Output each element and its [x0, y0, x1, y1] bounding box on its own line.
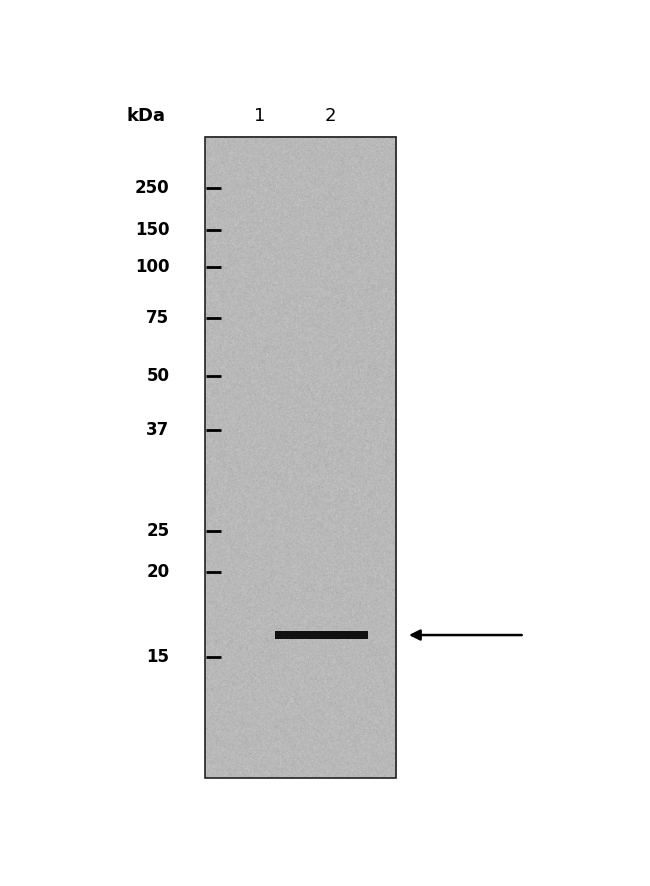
- Text: 50: 50: [146, 367, 170, 385]
- Text: 25: 25: [146, 522, 170, 540]
- Text: kDa: kDa: [127, 107, 166, 126]
- Text: 20: 20: [146, 563, 170, 580]
- Text: 150: 150: [135, 222, 170, 239]
- Bar: [275, 631, 369, 639]
- Text: 100: 100: [135, 258, 170, 276]
- Text: 15: 15: [146, 648, 170, 666]
- Text: 1: 1: [254, 107, 266, 126]
- Text: 250: 250: [135, 179, 170, 198]
- Text: 75: 75: [146, 309, 170, 327]
- Text: 37: 37: [146, 422, 170, 439]
- Text: 2: 2: [325, 107, 336, 126]
- Bar: [205, 137, 396, 778]
